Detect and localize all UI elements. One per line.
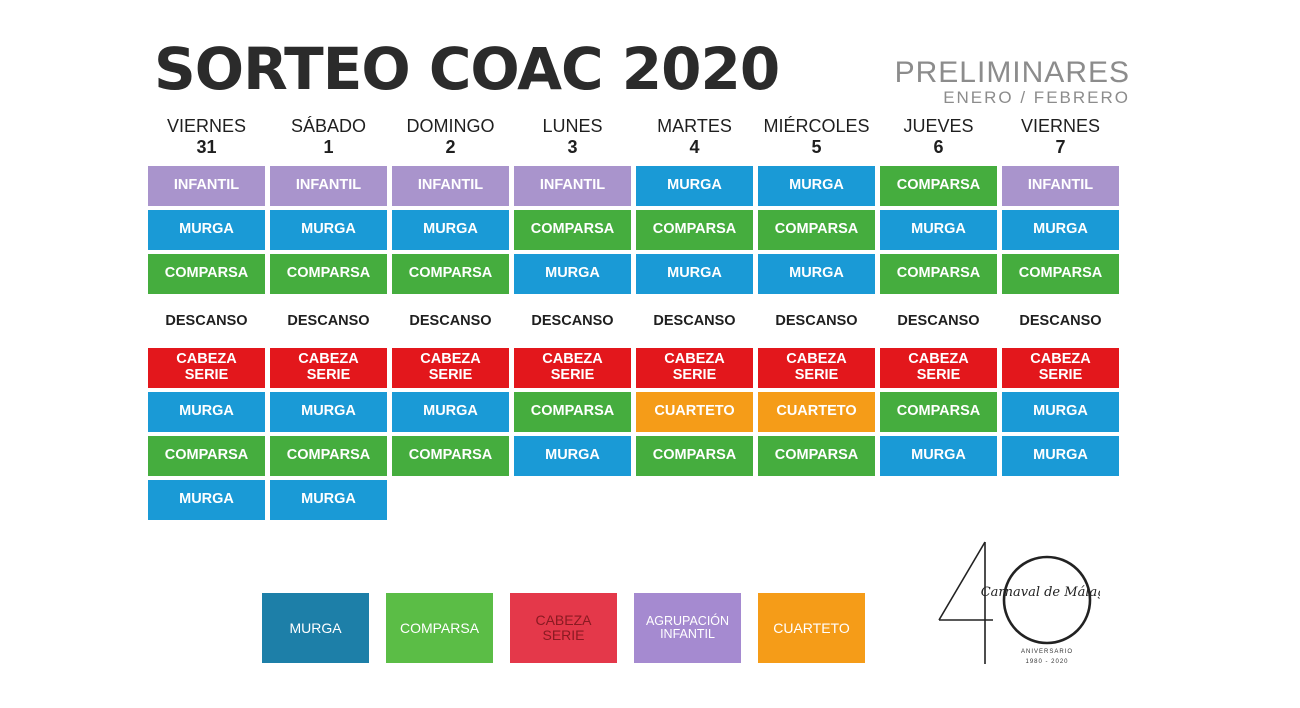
slot-infantil: INFANTIL <box>392 166 509 206</box>
logo-line1: ANIVERSARIO <box>1021 649 1073 655</box>
slot-murga: MURGA <box>514 436 631 476</box>
rest-label: DESCANSO <box>775 313 858 329</box>
slot-murga: MURGA <box>758 254 875 294</box>
slot-cabeza: CABEZA SERIE <box>1002 348 1119 388</box>
slot-comparsa: COMPARSA <box>270 436 387 476</box>
rest-label: DESCANSO <box>409 313 492 329</box>
day-column: VIERNES 7 INFANTIL MURGA COMPARSA DESCANSO CAB… <box>1002 116 1119 520</box>
slot-infantil: INFANTIL <box>514 166 631 206</box>
day-column: MIÉRCOLES 5 MURGA COMPARSA MURGA DESCANSO CABE… <box>758 116 875 520</box>
slot-cabeza: CABEZA SERIE <box>392 348 509 388</box>
day-name: SÁBADO <box>290 116 367 136</box>
day-name: MIÉRCOLES <box>763 116 870 136</box>
logo-line2: 1980 - 2020 <box>1025 659 1068 665</box>
day-number: 5 <box>811 137 822 157</box>
slot-cabeza: CABEZA SERIE <box>514 348 631 388</box>
slot-infantil: INFANTIL <box>1002 166 1119 206</box>
day-number: 1 <box>323 137 334 157</box>
legend-item: CUARTETO <box>758 593 865 663</box>
day-number: 6 <box>933 137 944 157</box>
rest-label: DESCANSO <box>531 313 614 329</box>
slot-cabeza: CABEZA SERIE <box>636 348 753 388</box>
day-name: LUNES <box>542 116 603 136</box>
slot-murga: MURGA <box>148 210 265 250</box>
slot-cabeza: CABEZA SERIE <box>148 348 265 388</box>
slot-murga: MURGA <box>880 210 997 250</box>
day-column: VIERNES 31 INFANTIL MURGA COMPARSA DESCANSO CA… <box>148 116 265 520</box>
slot-infantil: INFANTIL <box>148 166 265 206</box>
slot-infantil: INFANTIL <box>270 166 387 206</box>
slot-murga: MURGA <box>148 392 265 432</box>
rest-label: DESCANSO <box>897 313 980 329</box>
subtitle: PRELIMINARES ENERO / FEBRERO <box>894 56 1130 107</box>
day-name: DOMINGO <box>406 116 495 136</box>
slot-comparsa: COMPARSA <box>148 436 265 476</box>
day-name: JUEVES <box>903 116 974 136</box>
slot-comparsa: COMPARSA <box>514 210 631 250</box>
day-number: 3 <box>567 137 578 157</box>
slot-comparsa: COMPARSA <box>1002 254 1119 294</box>
slot-murga: MURGA <box>1002 210 1119 250</box>
subtitle-preliminares: PRELIMINARES <box>894 56 1130 89</box>
slot-cabeza: CABEZA SERIE <box>758 348 875 388</box>
page-title: SORTEO COAC 2020 <box>154 35 780 103</box>
slot-comparsa: COMPARSA <box>392 436 509 476</box>
slot-comparsa: COMPARSA <box>392 254 509 294</box>
day-name: MARTES <box>657 116 732 136</box>
legend-item: COMPARSA <box>386 593 493 663</box>
slot-murga: MURGA <box>148 480 265 520</box>
legend-item: AGRUPACIÓN INFANTIL <box>634 593 741 663</box>
rest-label: DESCANSO <box>653 313 736 329</box>
slot-cabeza: CABEZA SERIE <box>270 348 387 388</box>
slot-cuarteto: CUARTETO <box>758 392 875 432</box>
day-column: MARTES 4 MURGA COMPARSA MURGA DESCANSO CABEZA … <box>636 116 753 520</box>
slot-comparsa: COMPARSA <box>636 436 753 476</box>
slot-comparsa: COMPARSA <box>880 166 997 206</box>
day-column: LUNES 3 INFANTIL COMPARSA MURGA DESCANSO CABEZ… <box>514 116 631 520</box>
day-column: JUEVES 6 COMPARSA MURGA COMPARSA DESCANSO CABE… <box>880 116 997 520</box>
legend: MURGA COMPARSA CABEZA SERIE AGRUPACIÓN INFA… <box>262 593 865 663</box>
slot-murga: MURGA <box>392 392 509 432</box>
slot-murga: MURGA <box>514 254 631 294</box>
slot-comparsa: COMPARSA <box>880 392 997 432</box>
day-name: VIERNES <box>166 116 247 136</box>
slot-murga: MURGA <box>270 480 387 520</box>
schedule-grid: VIERNES 31 INFANTIL MURGA COMPARSA DESCANSO CA… <box>148 116 1124 520</box>
slot-murga: MURGA <box>270 210 387 250</box>
slot-comparsa: COMPARSA <box>148 254 265 294</box>
slot-comparsa: COMPARSA <box>636 210 753 250</box>
slot-comparsa: COMPARSA <box>514 392 631 432</box>
day-number: 31 <box>196 137 217 157</box>
slot-comparsa: COMPARSA <box>270 254 387 294</box>
zero-ring <box>1002 555 1092 645</box>
rest-label: DESCANSO <box>287 313 370 329</box>
day-name: VIERNES <box>1020 116 1101 136</box>
rest-label: DESCANSO <box>1019 313 1102 329</box>
day-number: 7 <box>1055 137 1066 157</box>
slot-murga: MURGA <box>880 436 997 476</box>
slot-murga: MURGA <box>1002 436 1119 476</box>
subtitle-dates: ENERO / FEBRERO <box>943 88 1130 107</box>
day-number: 4 <box>689 137 700 157</box>
legend-item: MURGA <box>262 593 369 663</box>
logo-brand: Carnaval de Málaga <box>981 585 1100 600</box>
slot-cabeza: CABEZA SERIE <box>880 348 997 388</box>
day-column: SÁBADO 1 INFANTIL MURGA COMPARSA DESCANSO CABE… <box>270 116 387 520</box>
slot-comparsa: COMPARSA <box>758 210 875 250</box>
day-number: 2 <box>445 137 456 157</box>
slot-murga: MURGA <box>392 210 509 250</box>
day-column: DOMINGO 2 INFANTIL MURGA COMPARSA DESCANSO CAB… <box>392 116 509 520</box>
slot-murga: MURGA <box>1002 392 1119 432</box>
number-four-mark <box>938 541 993 664</box>
slot-comparsa: COMPARSA <box>758 436 875 476</box>
slot-murga: MURGA <box>636 166 753 206</box>
legend-item: CABEZA SERIE <box>510 593 617 663</box>
slot-cuarteto: CUARTETO <box>636 392 753 432</box>
rest-label: DESCANSO <box>165 313 248 329</box>
slot-murga: MURGA <box>636 254 753 294</box>
slot-comparsa: COMPARSA <box>880 254 997 294</box>
slot-murga: MURGA <box>758 166 875 206</box>
carnaval-40-aniversario-logo: Carnaval de Málaga ANIVERSARIO 1980 - 20… <box>938 541 1100 665</box>
slot-murga: MURGA <box>270 392 387 432</box>
